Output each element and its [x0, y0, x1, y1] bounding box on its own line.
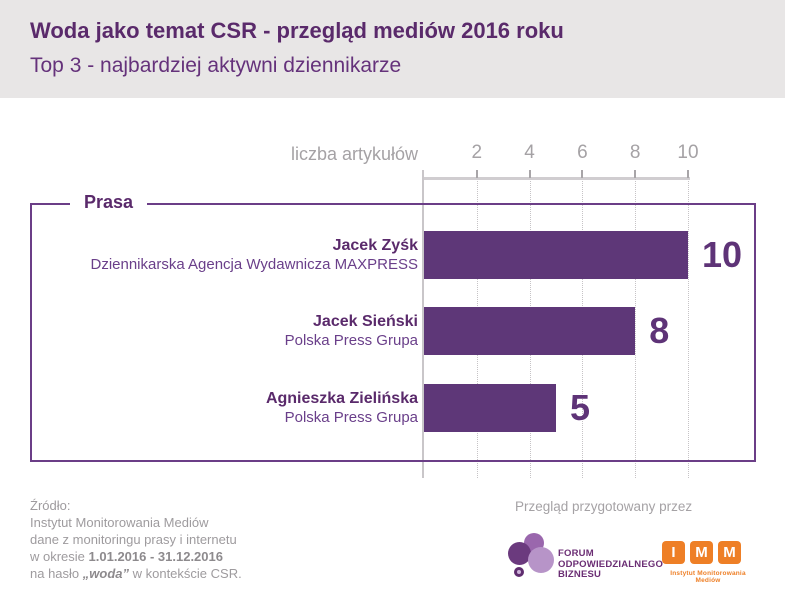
x-tick-label: 4: [524, 142, 535, 163]
fob-logo: FORUM ODPOWIEDZIALNEGO BIZNESU: [508, 533, 663, 591]
source-line: na hasło „woda” w kontekście CSR.: [30, 566, 242, 581]
chart-group-label: Prasa: [70, 192, 148, 213]
imm-logo: I M M Instytut Monitorowania Mediów: [660, 541, 770, 586]
keyword: „woda”: [82, 566, 129, 581]
journalist-name: Agnieszka Zielińska: [265, 390, 418, 407]
x-tick-label: 8: [629, 142, 641, 163]
x-tick-mark: [687, 170, 689, 178]
gridline: [635, 181, 637, 478]
bar-row: Agnieszka Zielińska Polska Press Grupa 5: [0, 384, 785, 432]
journalist-organization: Polska Press Grupa: [284, 332, 418, 349]
x-tick-mark: [581, 170, 584, 178]
source-note: Źródło: Instytut Monitorowania Mediów da…: [30, 497, 242, 582]
bar-category-label: Jacek Zyśk Dziennikarska Agencja Wydawni…: [0, 236, 418, 274]
x-tick-mark: [475, 170, 478, 178]
page-subtitle: Top 3 - najbardziej aktywni dziennikarze: [30, 54, 402, 77]
imm-logo-letter-tile: I: [662, 541, 685, 564]
imm-logo-caption: Instytut Monitorowania Mediów: [670, 570, 746, 584]
chart-frame: Prasa: [30, 192, 756, 462]
bar: [424, 307, 636, 355]
date-range: 1.01.2016 - 31.12.2016: [88, 549, 223, 564]
bar: [424, 384, 556, 432]
fob-logo-text: FORUM ODPOWIEDZIALNEGO BIZNESU: [558, 548, 664, 580]
imm-logo-letter-tile: M: [718, 541, 741, 564]
x-tick-mark: [634, 170, 637, 178]
imm-logo-letter-tile: M: [690, 541, 713, 564]
bar: [424, 231, 688, 279]
source-line: w okresie 1.01.2016 - 31.12.2016: [30, 549, 223, 564]
source-line: dane z monitoringu prasy i internetu: [30, 532, 237, 547]
bar-category-label: Jacek Sieński Polska Press Grupa: [0, 312, 418, 350]
fob-logo-circle-icon: [528, 547, 554, 573]
bar-row: Jacek Zyśk Dziennikarska Agencja Wydawni…: [0, 231, 785, 279]
x-tick-label: 10: [677, 142, 699, 163]
journalist-name: Jacek Sieński: [313, 313, 418, 330]
bar-value-label: 5: [570, 387, 591, 428]
x-axis-line: [423, 177, 690, 180]
x-axis-title: liczba artykułów: [290, 144, 418, 164]
x-tick-label: 6: [577, 142, 588, 163]
gridline: [688, 181, 689, 478]
bar-value-label: 10: [702, 234, 743, 275]
x-tick-mark: [528, 170, 531, 178]
zero-baseline: [422, 170, 424, 478]
credit-caption: Przegląd przygotowany przez: [515, 499, 693, 514]
fob-logo-circle-icon: [517, 570, 521, 574]
source-line: Źródło:: [30, 498, 71, 513]
page-title: Woda jako temat CSR - przegląd mediów 20…: [30, 18, 564, 43]
source-line: Instytut Monitorowania Mediów: [30, 515, 209, 530]
bar-value-label: 8: [649, 310, 670, 351]
x-tick-label: 2: [471, 142, 483, 163]
journalist-organization: Polska Press Grupa: [284, 409, 418, 426]
fob-logo-circle-icon: [508, 542, 531, 565]
bar-row: Jacek Sieński Polska Press Grupa 8: [0, 307, 785, 355]
header: Woda jako temat CSR - przegląd mediów 20…: [0, 0, 785, 98]
bar-category-label: Agnieszka Zielińska Polska Press Grupa: [0, 389, 418, 427]
journalist-name: Jacek Zyśk: [332, 237, 418, 254]
journalist-organization: Dziennikarska Agencja Wydawnicza MAXPRES…: [90, 256, 418, 273]
